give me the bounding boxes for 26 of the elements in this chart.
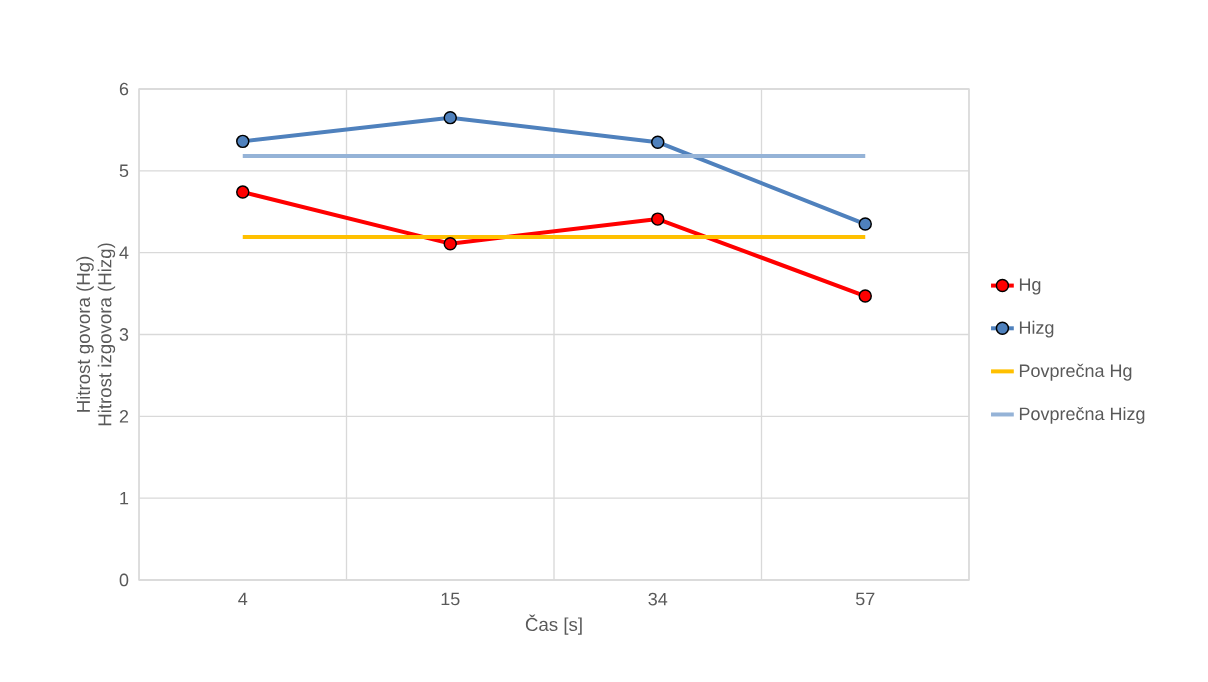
point <box>651 212 665 226</box>
y-tick-label: 3 <box>119 328 129 341</box>
y-tick-label: 5 <box>119 164 129 178</box>
point <box>858 217 872 231</box>
y-tick-label: 6 <box>119 82 129 96</box>
x-tick-label: 4 <box>238 592 248 606</box>
legend-label: Povprečna Hg <box>1019 363 1132 381</box>
legend-label: Hizg <box>1019 320 1054 338</box>
y-tick-label: 1 <box>120 491 129 505</box>
y-tick-label: 4 <box>119 246 129 259</box>
x-tick-label: 57 <box>855 592 875 606</box>
x-tick-label: 15 <box>441 592 460 606</box>
point <box>651 135 665 149</box>
legend-label: Povprečna Hizg <box>1019 406 1145 424</box>
point <box>858 289 872 303</box>
point <box>443 236 457 251</box>
text: Hitrost izgovora (Hizg) <box>97 243 116 426</box>
y-tick-label: 2 <box>119 410 129 423</box>
x-axis-title: Čas [s] <box>525 614 582 635</box>
point <box>443 110 457 125</box>
text: Hitrost govora (Hg) <box>76 256 94 412</box>
legend-label: Hg <box>1019 278 1041 295</box>
y-tick-label: 0 <box>119 573 129 587</box>
x-tick-label: 34 <box>648 592 668 606</box>
point <box>236 185 250 199</box>
point <box>236 134 250 149</box>
